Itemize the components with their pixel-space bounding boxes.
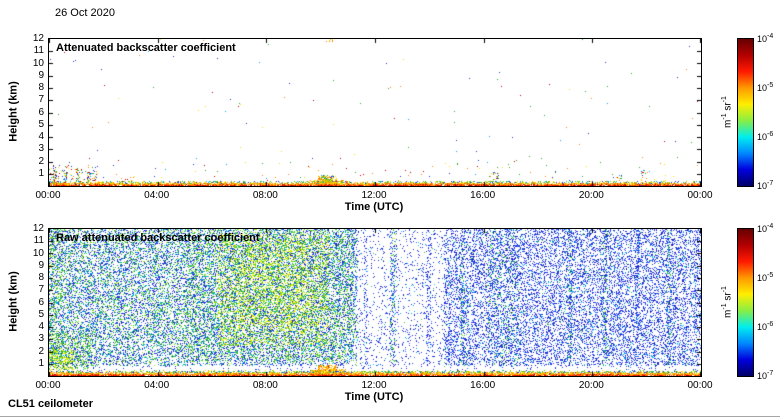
attenuated-backscatter-panel <box>48 38 702 187</box>
y-tick-label: 11 <box>33 235 44 247</box>
x-tick-label: 16:00 <box>470 380 496 391</box>
colorbar <box>737 38 754 187</box>
y-tick-label: 1 <box>38 357 44 369</box>
colorbar-tick-label: 10-6 <box>757 131 774 142</box>
colorbar <box>737 228 754 377</box>
colorbar-tick-label: 10-5 <box>757 82 774 93</box>
instrument-label: CL51 ceilometer <box>8 398 93 410</box>
y-tick-label: 6 <box>38 296 44 308</box>
x-tick-label: 08:00 <box>252 190 278 201</box>
x-tick-label: 00:00 <box>687 380 713 391</box>
y-tick-label: 3 <box>38 333 44 345</box>
y-tick-label: 8 <box>38 272 44 283</box>
colorbar-unit-label: m-1 sr-1 <box>721 95 734 128</box>
date-label: 26 Oct 2020 <box>55 7 115 19</box>
y-tick-label: 7 <box>38 94 44 106</box>
x-tick-label: 12:00 <box>361 380 387 391</box>
x-tick-label: 04:00 <box>144 380 170 391</box>
colorbar-gradient <box>738 39 753 186</box>
y-tick-label: 9 <box>38 259 44 271</box>
y-tick-label: 12 <box>32 33 44 44</box>
x-tick-label: 00:00 <box>687 190 713 201</box>
attenuated-backscatter-heatmap-canvas <box>49 39 701 186</box>
raw-attenuated-backscatter-heatmap-canvas <box>49 229 701 376</box>
colorbar-tick-label: 10-7 <box>757 180 774 191</box>
x-tick-label: 00:00 <box>35 190 61 201</box>
y-tick-label: 6 <box>38 106 44 118</box>
x-tick-label: 12:00 <box>361 190 387 201</box>
y-tick-label: 5 <box>38 308 44 320</box>
panel-title: Raw attenuated backscatter coefficient <box>56 232 260 244</box>
x-tick-label: 04:00 <box>144 190 170 201</box>
y-tick-label: 12 <box>32 223 44 234</box>
panel-title: Attenuated backscatter coefficient <box>56 42 236 54</box>
y-tick-label: 10 <box>32 247 44 259</box>
colorbar-gradient <box>738 229 753 376</box>
colorbar-tick-label: 10-5 <box>757 272 774 283</box>
x-axis-label: Time (UTC) <box>344 201 404 213</box>
y-tick-label: 10 <box>32 57 44 69</box>
x-axis-label: Time (UTC) <box>344 391 404 403</box>
y-tick-label: 11 <box>33 45 44 57</box>
x-tick-label: 16:00 <box>470 190 496 201</box>
x-tick-label: 20:00 <box>578 190 604 201</box>
y-tick-label: 4 <box>38 131 44 142</box>
y-tick-label: 8 <box>38 82 44 93</box>
y-tick-label: 3 <box>38 143 44 155</box>
x-tick-label: 20:00 <box>578 380 604 391</box>
x-tick-label: 08:00 <box>252 380 278 391</box>
colorbar-tick-label: 10-6 <box>757 321 774 332</box>
colorbar-tick-label: 10-4 <box>757 33 774 44</box>
y-tick-label: 2 <box>38 345 44 357</box>
colorbar-tick-label: 10-4 <box>757 223 774 234</box>
y-tick-label: 2 <box>38 155 44 167</box>
window-divider <box>0 416 780 417</box>
y-tick-label: 7 <box>38 284 44 296</box>
y-tick-label: 1 <box>38 167 44 179</box>
x-tick-label: 00:00 <box>35 380 61 391</box>
colorbar-unit-label: m-1 sr-1 <box>721 285 734 318</box>
y-tick-label: 5 <box>38 118 44 130</box>
colorbar-tick-label: 10-7 <box>757 370 774 381</box>
raw-attenuated-backscatter-panel <box>48 228 702 377</box>
y-tick-label: 9 <box>38 69 44 81</box>
y-tick-label: 4 <box>38 321 44 332</box>
